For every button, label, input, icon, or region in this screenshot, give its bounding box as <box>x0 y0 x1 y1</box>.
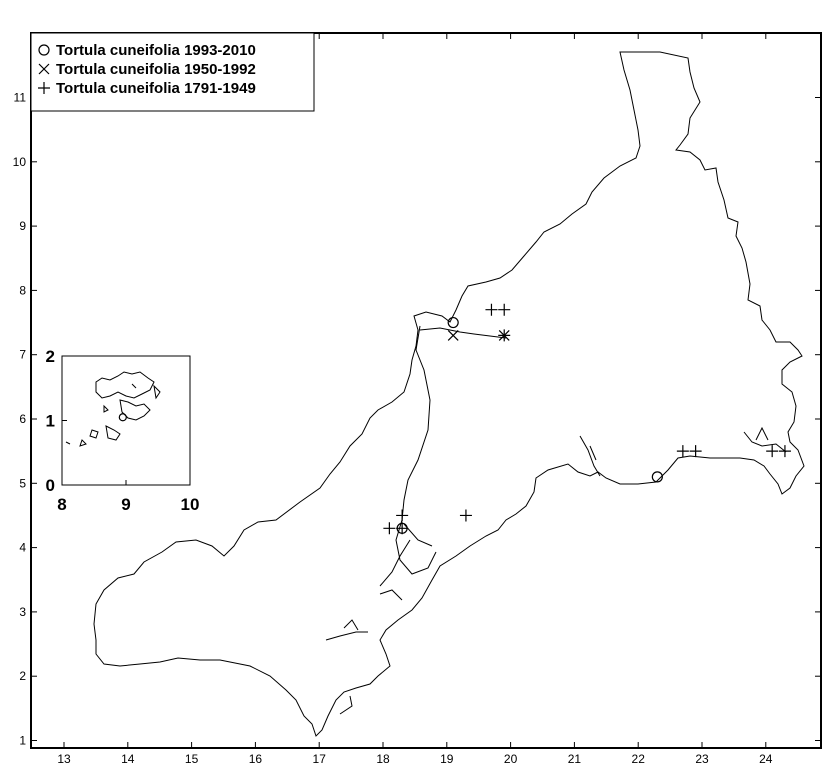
coastline-outline <box>93 51 805 737</box>
y-tick-label: 5 <box>19 476 26 490</box>
legend-circle-symbol <box>38 44 50 56</box>
legend-x-symbol <box>38 63 50 75</box>
x-tick-label: 21 <box>568 752 582 766</box>
y-tick-label: 3 <box>19 605 26 619</box>
inset-axis-ticks: 8 9 10 0 1 2 <box>46 347 200 514</box>
y-tick-label: 9 <box>19 219 26 233</box>
legend-label: Tortula cuneifolia 1791-1949 <box>56 80 256 97</box>
y-tick-label: 4 <box>19 541 26 555</box>
x-tick-label: 17 <box>313 752 327 766</box>
inset-frame <box>61 355 191 486</box>
x-tick-label: 16 <box>249 752 263 766</box>
record-1993-2010-marker <box>447 316 459 329</box>
legend: Tortula cuneifolia 1993-2010 Tortula cune… <box>30 32 315 112</box>
legend-box <box>30 32 315 112</box>
estuary-lines <box>325 325 787 715</box>
x-tick-label: 20 <box>504 752 518 766</box>
inset-x-tick-label: 9 <box>121 495 130 514</box>
y-tick-label: 7 <box>19 348 26 362</box>
record-1791-1949-marker <box>459 509 472 522</box>
x-tick-label: 22 <box>632 752 646 766</box>
x-tick-label: 18 <box>376 752 390 766</box>
x-tick-label: 19 <box>440 752 454 766</box>
record-1791-1949-marker <box>383 522 396 535</box>
record-1950-1992-marker <box>447 329 459 341</box>
record-1993-2010-marker <box>651 471 663 483</box>
inset-islands <box>65 371 161 447</box>
y-tick-label: 2 <box>19 669 26 683</box>
y-tick-label: 8 <box>19 283 26 297</box>
plot-frame <box>30 32 822 749</box>
y-tick-label: 1 <box>19 734 26 748</box>
record-1791-1949-marker <box>498 329 511 342</box>
record-1791-1949-marker <box>766 445 779 458</box>
x-tick-label: 23 <box>695 752 709 766</box>
record-1791-1949-marker <box>778 445 791 458</box>
x-tick-label: 15 <box>185 752 199 766</box>
inset-y-tick-label: 1 <box>46 412 55 431</box>
inset-x-tick-label: 10 <box>181 495 200 514</box>
record-markers <box>118 303 791 535</box>
legend-label: Tortula cuneifolia 1993-2010 <box>56 42 256 59</box>
y-tick-label: 6 <box>19 412 26 426</box>
record-1791-1949-marker <box>485 303 498 316</box>
y-tick-label: 10 <box>13 155 27 169</box>
record-1791-1949-marker <box>689 445 702 458</box>
record-1791-1949-marker <box>396 522 409 535</box>
x-tick-label: 14 <box>121 752 135 766</box>
inset-y-tick-label: 0 <box>46 476 55 495</box>
inset-x-tick-label: 8 <box>57 495 66 514</box>
x-tick-label: 24 <box>759 752 773 766</box>
record-1791-1949-marker <box>396 509 409 522</box>
y-tick-label: 11 <box>14 91 27 105</box>
inset-y-tick-label: 2 <box>46 347 55 366</box>
inset-record-marker <box>118 413 127 422</box>
record-1791-1949-marker <box>676 445 689 458</box>
x-tick-label: 13 <box>57 752 71 766</box>
record-1791-1949-marker <box>498 303 511 316</box>
legend-label: Tortula cuneifolia 1950-1992 <box>56 61 256 78</box>
legend-plus-symbol <box>38 82 50 94</box>
